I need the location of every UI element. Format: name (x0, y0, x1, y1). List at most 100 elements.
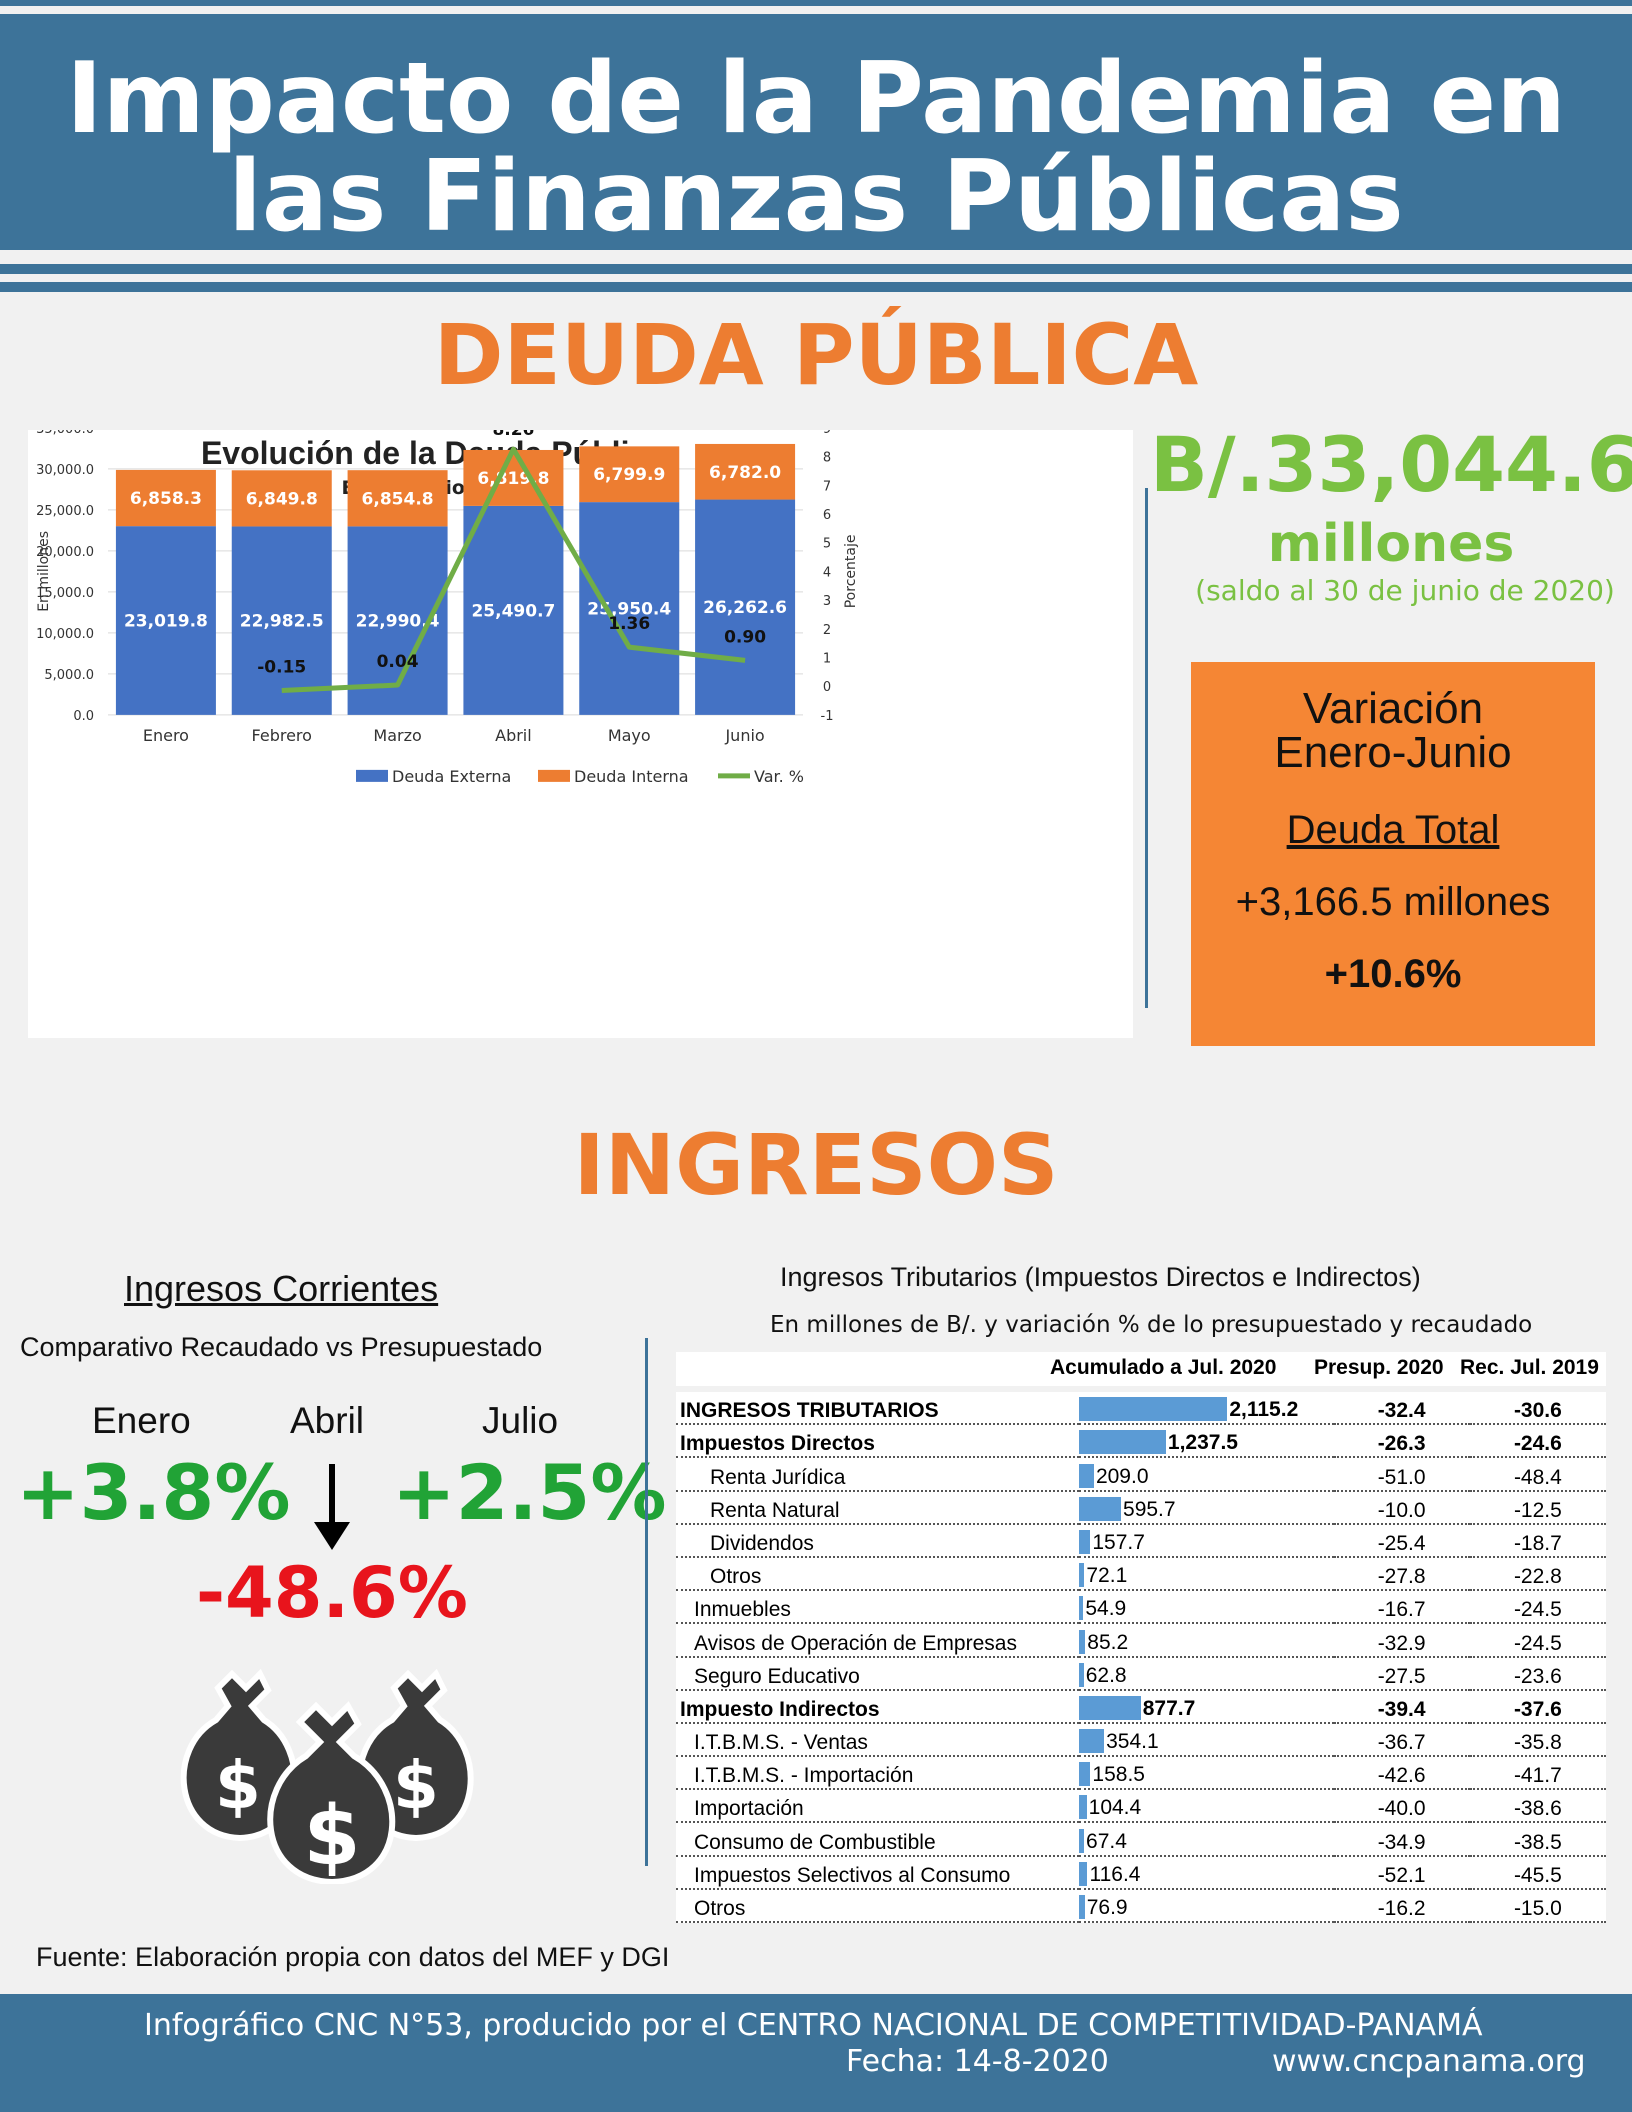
table-row: Renta Natural 595.7 -10.0 -12.5 (676, 1490, 1606, 1525)
row-presup: -39.4 (1333, 1689, 1470, 1724)
y-tick-label: 5,000.0 (44, 668, 94, 683)
corrientes-subtitle: Comparativo Recaudado vs Presupuestado (20, 1332, 543, 1362)
row-value: 595.7 (1123, 1497, 1176, 1521)
table-row: Otros 76.9 -16.2 -15.0 (676, 1888, 1606, 1924)
row-bar (1079, 1729, 1105, 1754)
y2-tick-label: 3 (823, 594, 831, 609)
label-deuda-interna: 6,858.3 (130, 489, 202, 509)
row-label: Renta Jurídica (676, 1457, 1080, 1492)
table-row: Importación 104.4 -40.0 -38.6 (676, 1789, 1606, 1824)
bar-deuda-externa (579, 502, 680, 715)
row-bar-cell: 76.9 (1079, 1888, 1334, 1924)
bar-deuda-externa (463, 505, 564, 715)
row-rec: -22.8 (1469, 1556, 1606, 1592)
y2-tick-label: 2 (823, 623, 831, 638)
variation-pct: +10.6% (1324, 952, 1462, 996)
deuda-divider (1145, 488, 1148, 1008)
x-tick-label: Junio (724, 726, 764, 745)
row-rec: -12.5 (1469, 1490, 1606, 1525)
corrientes-title: Ingresos Corrientes (124, 1268, 439, 1309)
legend-item: Var. % (754, 767, 804, 786)
bar-deuda-externa (115, 526, 216, 715)
row-value: 209.0 (1095, 1464, 1149, 1488)
label-deuda-interna: 6,782.0 (709, 463, 781, 483)
row-rec: -15.0 (1469, 1888, 1606, 1924)
row-bar (1079, 1596, 1084, 1621)
row-rec: -24.5 (1469, 1590, 1606, 1625)
table-row: Dividendos 157.7 -25.4 -18.7 (676, 1523, 1606, 1558)
label-deuda-interna: 6,799.9 (593, 465, 665, 485)
row-value: 76.9 (1086, 1896, 1128, 1919)
table-row: Seguro Educativo 62.8 -27.5 -23.6 (676, 1656, 1606, 1691)
y2-tick-label: 1 (823, 651, 831, 666)
footer: Infográfico CNC N°53, producido por el C… (0, 1994, 1632, 2112)
row-value: 157.7 (1092, 1530, 1145, 1554)
bar-deuda-interna (695, 443, 796, 500)
row-rec: -48.4 (1469, 1457, 1606, 1492)
month-julio-value: +2.5% (392, 1448, 667, 1537)
deuda-chart-card: Evolución de la Deuda PúblicaEnero-Junio… (28, 420, 1133, 1038)
tributarios-title: Ingresos Tributarios (Impuestos Directos… (780, 1262, 1421, 1292)
row-bar (1079, 1563, 1085, 1588)
svg-text:$: $ (303, 1789, 360, 1884)
row-bar-cell: 158.5 (1079, 1756, 1334, 1791)
bar-deuda-interna (463, 449, 564, 506)
deuda-total-value: B/.33,044.6 (1150, 420, 1632, 509)
x-tick-label: Febrero (252, 726, 312, 745)
x-tick-label: Mayo (608, 726, 651, 745)
row-bar (1079, 1828, 1085, 1853)
y-axis-label: En millones (36, 531, 52, 612)
row-bar (1079, 1762, 1091, 1787)
label-var-pct: -0.15 (257, 657, 306, 677)
row-value: 54.9 (1085, 1597, 1127, 1621)
row-value: 116.4 (1089, 1862, 1141, 1886)
bar-deuda-interna (579, 446, 680, 503)
row-rec: -41.7 (1469, 1756, 1606, 1791)
row-rec: -23.6 (1469, 1656, 1606, 1691)
row-value: 354.1 (1106, 1730, 1159, 1754)
row-bar-cell: 62.8 (1079, 1656, 1334, 1691)
y2-tick-label: 0 (823, 680, 831, 695)
row-bar (1079, 1795, 1087, 1820)
label-deuda-externa: 23,019.8 (124, 612, 208, 632)
variation-heading: Deuda Total (1286, 808, 1500, 852)
row-bar-cell: 595.7 (1079, 1490, 1334, 1525)
y2-tick-label: -1 (821, 709, 834, 724)
table-row: Impuestos Selectivos al Consumo 116.4 -52.… (676, 1855, 1606, 1890)
month-abril-value: -48.6% (196, 1552, 468, 1634)
month-julio-label: Julio (482, 1400, 559, 1441)
row-value: 158.5 (1092, 1763, 1145, 1787)
footer-line1: Infográfico CNC N°53, producido por el C… (144, 2008, 1483, 2043)
page-title: Impacto de la Pandemia en las Finanzas P… (0, 50, 1632, 246)
footer-date: Fecha: 14-8-2020 (846, 2044, 1109, 2079)
row-bar (1079, 1463, 1094, 1488)
top-stripe (0, 0, 1632, 6)
row-label: Impuestos Selectivos al Consumo (676, 1855, 1080, 1890)
header-banner: Impacto de la Pandemia en las Finanzas P… (0, 14, 1632, 250)
month-abril-label: Abril (290, 1400, 365, 1441)
source-note: Fuente: Elaboración propia con datos del… (36, 1942, 670, 1972)
label-deuda-interna: 6,854.8 (362, 489, 434, 509)
header-stripe-1 (0, 264, 1632, 274)
row-bar-cell: 2,115.2 (1079, 1392, 1334, 1426)
row-label: Impuestos Directos (676, 1424, 1080, 1459)
x-tick-label: Marzo (373, 726, 421, 745)
row-value: 62.8 (1085, 1663, 1127, 1687)
variation-title-line2: Enero-Junio (1274, 728, 1512, 777)
row-presup: -27.5 (1333, 1656, 1470, 1691)
row-presup: -51.0 (1333, 1457, 1470, 1492)
table-row: Consumo de Combustible 67.4 -34.9 -38.5 (676, 1822, 1606, 1857)
y2-tick-label: 9 (823, 430, 831, 437)
deuda-chart: Evolución de la Deuda PúblicaEnero-Junio… (36, 420, 859, 786)
table-row: Inmuebles 54.9 -16.7 -24.5 (676, 1590, 1606, 1625)
label-deuda-externa: 25,490.7 (471, 601, 555, 621)
row-presup: -36.7 (1333, 1722, 1470, 1758)
col-header-rec: Rec. Jul. 2019 (1460, 1356, 1599, 1379)
y-tick-label: 15,000.0 (36, 586, 94, 601)
row-label: Impuesto Indirectos (676, 1689, 1080, 1724)
row-presup: -27.8 (1333, 1556, 1470, 1592)
row-rec: -30.6 (1469, 1392, 1606, 1426)
label-var-pct: 0.90 (724, 627, 766, 647)
x-tick-label: Enero (143, 726, 189, 745)
row-bar (1079, 1430, 1166, 1455)
